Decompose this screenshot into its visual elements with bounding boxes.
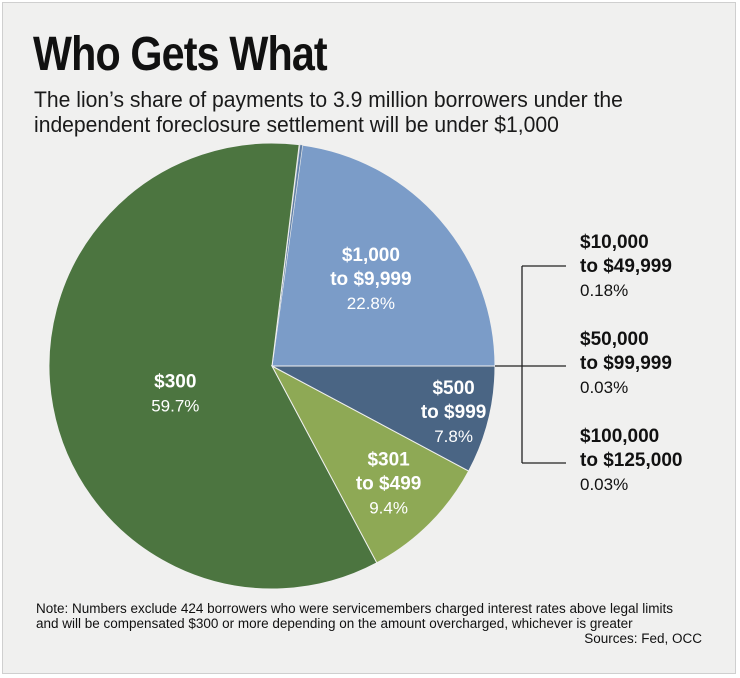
slice-range-label: to $499 [356, 474, 421, 495]
chart-subtitle: The lion’s share of payments to 3.9 mill… [34, 87, 623, 137]
slice-percent-label: 59.7% [151, 396, 199, 415]
slice-range-label: $500 [432, 378, 474, 399]
slice-range-label: $1,000 [342, 245, 400, 266]
slice-range-label: to $999 [421, 402, 486, 423]
pie-slice [271, 144, 496, 367]
pie-slice [48, 142, 378, 590]
slice-percent-label: 7.8% [434, 427, 473, 446]
callout-range-label: $50,000 [580, 329, 649, 350]
chart-note: Note: Numbers exclude 424 borrowers who … [36, 601, 674, 631]
callout-range-label: $10,000 [580, 232, 649, 253]
callout-range-label: $100,000 [580, 426, 659, 447]
pie-slice [271, 365, 496, 472]
slice-range-label: $301 [367, 450, 410, 471]
pie-slice [270, 364, 470, 564]
callout-percent-label: 0.03% [580, 378, 628, 397]
slice-range-label: $300 [154, 371, 196, 392]
slice-percent-label: 22.8% [347, 294, 395, 313]
chart-source: Sources: Fed, OCC [584, 631, 702, 646]
callout-percent-label: 0.18% [580, 281, 628, 300]
chart-title: Who Gets What [33, 28, 328, 81]
callout-range-label: to $99,999 [580, 353, 672, 374]
slice-percent-label: 9.4% [369, 499, 408, 518]
callout-range-label: to $49,999 [580, 256, 672, 277]
callout-percent-label: 0.03% [580, 475, 628, 494]
slice-range-label: to $9,999 [330, 269, 411, 290]
callout-range-label: to $125,000 [580, 450, 682, 471]
